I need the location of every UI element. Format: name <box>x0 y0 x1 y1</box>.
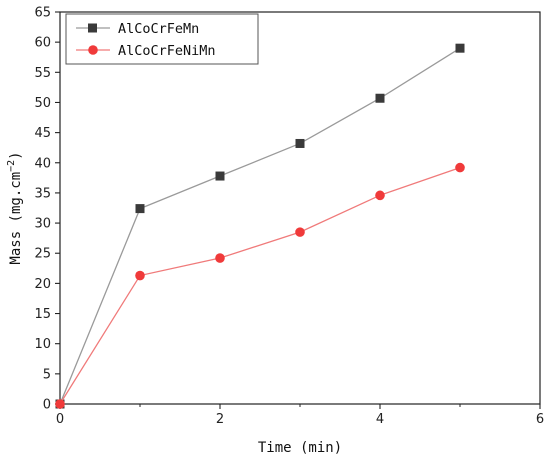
plot-frame <box>59 11 541 405</box>
y-tick-label-7: 35 <box>34 186 51 201</box>
y-tick-label-2: 10 <box>34 337 51 352</box>
series-2-point-4 <box>375 190 385 201</box>
y-axis-label-end: ) <box>8 151 24 159</box>
series-1-point-4 <box>375 93 385 103</box>
x-axis-ticks: 0 2 4 6 <box>56 404 544 427</box>
legend-box <box>65 13 259 65</box>
x-tick-label-2: 4 <box>376 412 384 427</box>
series-1-point-5 <box>455 43 465 53</box>
y-tick-label-6: 30 <box>34 217 51 232</box>
legend-label-series-2: AlCoCrFeNiMn <box>118 43 216 59</box>
series-1-point-1 <box>135 204 145 214</box>
series-1-point-3 <box>295 138 305 148</box>
y-tick-label-0: 0 <box>43 398 51 413</box>
y-axis-label: Mass (mg.cm−2) <box>6 151 24 264</box>
series-1-point-2 <box>215 171 225 181</box>
y-tick-label-8: 40 <box>34 156 51 171</box>
legend: AlCoCrFeMn AlCoCrFeNiMn <box>65 13 259 65</box>
series-line-2 <box>59 166 461 405</box>
y-tick-label-5: 25 <box>34 247 51 262</box>
x-tick-label-3: 6 <box>536 412 544 427</box>
y-axis-label-main: Mass (mg.cm <box>8 172 24 265</box>
series-2-point-5 <box>455 162 465 173</box>
x-tick-label-0: 0 <box>56 412 64 427</box>
series-layer <box>55 43 465 409</box>
y-tick-label-12: 60 <box>34 36 51 51</box>
y-tick-label-1: 5 <box>43 367 51 382</box>
y-axis-ticks: 0 5 10 15 20 25 30 35 40 45 50 55 60 65 <box>34 6 60 413</box>
y-tick-label-10: 50 <box>34 96 51 111</box>
series-2-point-0 <box>55 399 65 409</box>
y-tick-label-4: 20 <box>34 277 51 292</box>
y-tick-label-11: 55 <box>34 66 51 81</box>
y-tick-label-3: 15 <box>34 307 51 322</box>
x-axis-label: Time (min) <box>258 440 342 456</box>
series-2-point-3 <box>295 227 305 237</box>
series-2-point-2 <box>215 253 225 263</box>
legend-marker-series-1 <box>88 23 97 33</box>
legend-label-series-1: AlCoCrFeMn <box>118 21 199 37</box>
legend-marker-series-2 <box>88 45 98 55</box>
series-2-point-1 <box>135 270 145 281</box>
y-tick-label-9: 45 <box>34 126 51 141</box>
y-axis-label-superscript: −2 <box>6 160 17 172</box>
series-line-1 <box>59 47 461 405</box>
y-tick-label-13: 65 <box>34 6 51 21</box>
x-tick-label-1: 2 <box>216 412 224 427</box>
